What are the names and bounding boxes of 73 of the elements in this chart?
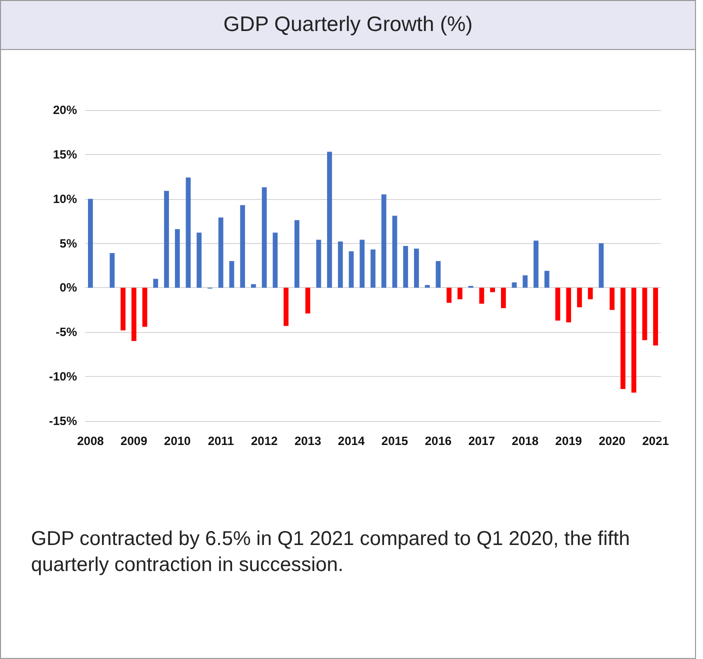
bar [316,240,322,288]
bar [653,288,658,346]
x-tick-label: 2018 [512,434,539,448]
bar [153,278,158,288]
y-tick-label: 5% [60,236,78,250]
bar [458,288,462,300]
bar [479,288,484,304]
y-tick-label: -5% [56,325,78,340]
bar [196,232,202,288]
bar [631,288,636,393]
x-tick-label: 2012 [250,434,278,448]
bar [338,242,343,288]
bar [186,178,191,288]
x-tick-label: 2008 [77,434,104,448]
y-tick-label: 20% [52,103,78,117]
bar [610,288,615,310]
x-tick-label: 2009 [120,434,148,448]
bar [348,251,354,288]
bar [577,288,582,308]
bar [218,218,224,288]
bar [381,194,386,288]
bar [522,275,528,288]
x-tick-label: 2015 [381,434,408,448]
chart-title: GDP Quarterly Growth (%) [1,1,695,50]
bar [142,288,148,327]
x-tick-label: 2016 [424,434,452,448]
bar [620,288,626,390]
x-tick-label: 2017 [468,434,496,448]
x-tick-label: 2010 [164,434,192,448]
bar [251,284,256,288]
bar [164,190,169,288]
bar [436,261,441,288]
bar [272,232,278,288]
bar [403,246,408,288]
y-tick-label: -15% [48,414,78,428]
y-tick-label: -10% [48,370,78,384]
bar [284,288,288,326]
bar [174,229,180,288]
bar [414,248,419,288]
y-tick-label: 15% [52,147,78,162]
bar [555,288,560,321]
bar [262,187,267,288]
bar [240,205,246,288]
bar [229,261,234,288]
bar [490,288,495,292]
bar [642,288,648,340]
bar [598,243,604,288]
x-tick-label: 2020 [598,434,626,448]
bar [360,240,365,288]
y-tick-label: 10% [52,192,78,206]
x-tick-label: 2019 [555,434,582,448]
bar [305,288,310,314]
bar [446,288,452,303]
bar [120,288,126,330]
x-tick-label: 2021 [642,434,670,448]
bar [544,270,550,288]
bar [566,288,572,322]
bar [370,250,376,288]
text: GDP contracted by 6.5% in Q1 2021 compared to Q1 2020, the fifth quarterly contraction in succession. [31,527,631,578]
bar [131,288,136,342]
bar [424,285,430,288]
bar [327,152,332,288]
x-tick-label: 2013 [294,434,322,448]
bar [500,288,506,308]
bar [88,198,93,288]
bar [534,240,538,288]
x-tick-label: 2014 [338,434,365,448]
bar [392,216,398,288]
bar [110,253,115,288]
bar [294,220,300,288]
x-tick-label: 2011 [208,434,234,448]
bar [588,288,593,300]
y-tick-label: 0% [60,280,78,295]
